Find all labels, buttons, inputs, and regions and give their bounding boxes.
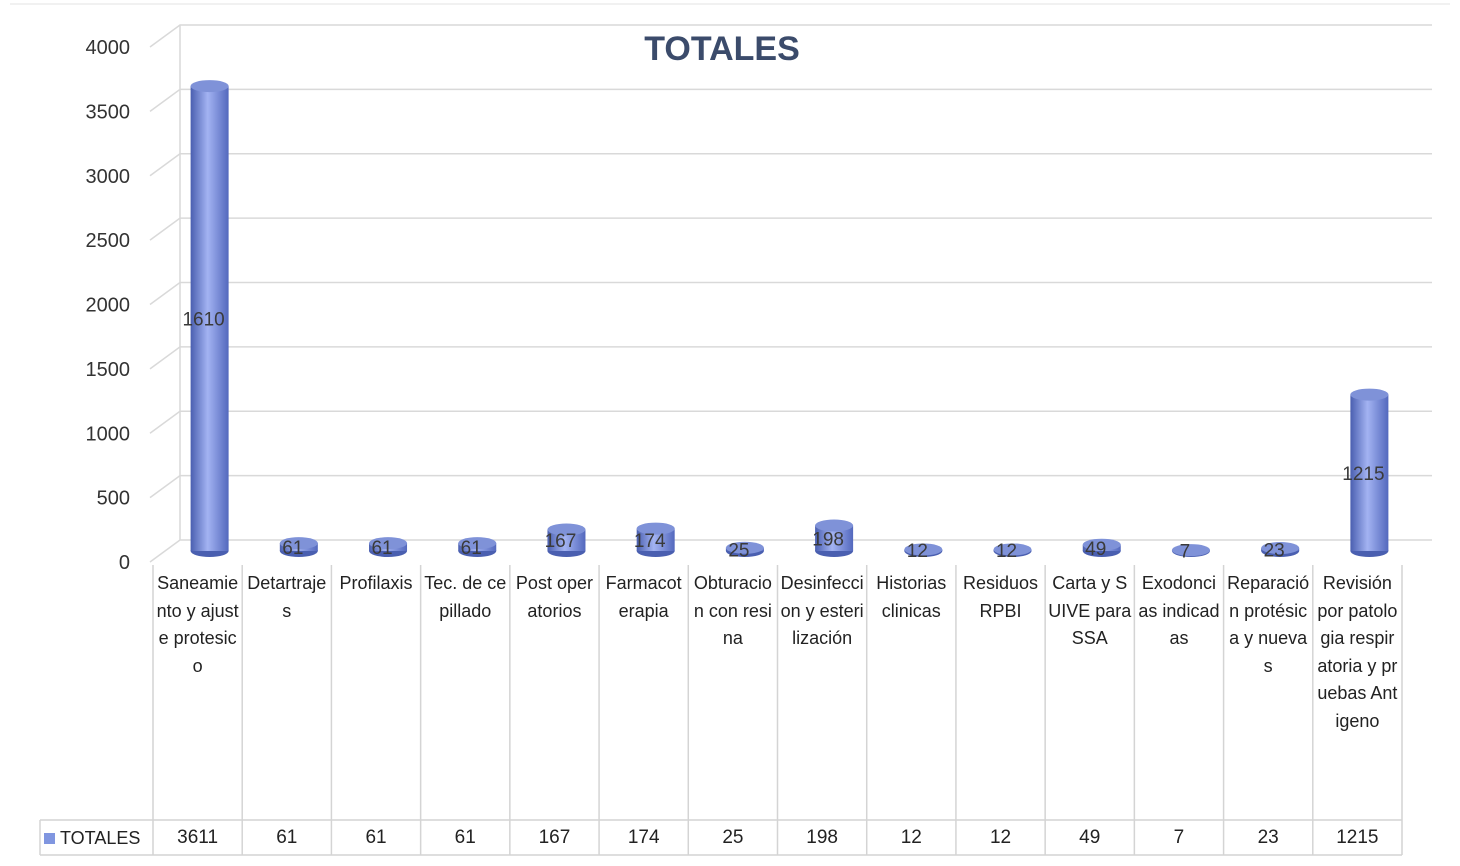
bar: [725, 541, 764, 557]
y-tick-label: 4000: [86, 37, 131, 59]
bar: [458, 537, 497, 557]
grid-line: [149, 410, 1432, 434]
bar: [547, 523, 586, 557]
bar: [190, 80, 229, 557]
table-value: 174: [627, 827, 660, 848]
x-tick-label: Carta y SUIVE para SSA: [1048, 573, 1132, 648]
grid-line: [149, 346, 1432, 370]
bar-top: [190, 80, 229, 93]
bar-top: [904, 543, 943, 556]
table-value: 1215: [1336, 827, 1379, 848]
table-value: 61: [454, 827, 476, 848]
table-value: 49: [1079, 827, 1101, 848]
bar-top: [725, 541, 764, 554]
table-value: 12: [989, 827, 1012, 848]
table-value: 61: [365, 827, 387, 848]
table-value: 61: [276, 827, 298, 848]
x-tick-label: Post operatorios: [515, 573, 593, 621]
bar: [636, 522, 675, 557]
table-value: 25: [722, 827, 744, 848]
y-tick-label: 0: [119, 552, 130, 574]
bar: [279, 537, 318, 557]
data-label: 12: [907, 541, 928, 562]
legend-swatch: [44, 833, 55, 844]
data-label: 167: [545, 531, 577, 552]
bar: [815, 519, 854, 557]
grid-line: [149, 153, 1432, 177]
data-label: 61: [461, 538, 482, 559]
x-tick-label: Revisión por patologia respiratoria y pr…: [1317, 573, 1398, 731]
data-label: 25: [728, 540, 749, 561]
data-label: 61: [371, 538, 392, 559]
bar-body: [1350, 394, 1389, 551]
bar: [1350, 388, 1389, 557]
data-label: 23: [1264, 541, 1285, 562]
x-tick-label: Desinfeccion y esterilización: [780, 573, 864, 648]
bar-top: [1171, 544, 1210, 557]
bar: [1171, 544, 1210, 557]
chart-title: TOTALES: [644, 30, 800, 68]
x-tick-label: Saneamiento y ajuste protesico: [156, 573, 239, 676]
bar: [1261, 542, 1300, 557]
bar-top: [547, 523, 586, 536]
grid-line: [149, 281, 1432, 306]
bar: [369, 537, 408, 557]
data-label: 1215: [1342, 464, 1384, 485]
x-tick-label: Obturacion con resina: [693, 573, 772, 648]
table-value: 7: [1173, 827, 1185, 848]
bar-body: [636, 528, 675, 551]
legend-entry: TOTALES: [44, 822, 140, 854]
x-tick-label: Exodoncias indicadas: [1138, 573, 1220, 648]
legend-text: TOTALES: [60, 828, 141, 848]
y-tick-label: 2500: [86, 230, 131, 252]
table-value: 3611: [177, 827, 219, 848]
grid-line: [149, 217, 1432, 241]
data-label: 49: [1085, 539, 1106, 560]
x-tick-label: Profilaxis: [339, 573, 413, 593]
x-tick-label: Historias clinicas: [876, 573, 947, 621]
bar-top: [1082, 538, 1121, 551]
bar: [1082, 538, 1121, 557]
grid-line: [149, 88, 1432, 112]
bar-top: [458, 537, 497, 550]
data-label: 7: [1180, 542, 1191, 563]
bar-top: [815, 519, 854, 532]
table-value: 12: [900, 827, 922, 848]
bar: [904, 543, 943, 557]
x-tick-label: Residuos RPBI: [963, 573, 1039, 621]
bar-body: [547, 529, 586, 551]
bar-top: [369, 537, 408, 550]
x-tick-label: Farmacoterapia: [605, 573, 682, 621]
data-label: 198: [812, 529, 844, 550]
x-tick-label: Reparación protésica y nuevas: [1227, 573, 1310, 676]
table-value: 23: [1257, 827, 1279, 848]
table-value: 198: [806, 827, 838, 848]
bar: [993, 543, 1032, 557]
data-label: 1610: [182, 310, 224, 331]
x-tick-label: Tec. de cepillado: [424, 573, 507, 621]
bar-top: [1350, 388, 1389, 401]
grid-line: [149, 539, 1432, 563]
bar-top: [993, 543, 1032, 556]
bar-top: [279, 537, 318, 550]
bar-body: [190, 86, 229, 552]
table-value: 167: [538, 827, 571, 848]
grid-line: [149, 474, 1432, 499]
data-label: 174: [634, 531, 666, 552]
bar-top: [636, 522, 675, 535]
x-tick-label: Detartrajes: [247, 573, 327, 621]
y-tick-label: 3500: [86, 101, 131, 123]
data-label: 61: [282, 538, 303, 559]
y-tick-label: 500: [97, 488, 130, 510]
y-tick-label: 1000: [86, 423, 131, 445]
y-tick-label: 1500: [86, 359, 131, 381]
bar-top: [1261, 542, 1300, 555]
y-tick-label: 3000: [86, 166, 131, 188]
data-label: 12: [996, 541, 1017, 562]
y-tick-label: 2000: [86, 295, 131, 317]
